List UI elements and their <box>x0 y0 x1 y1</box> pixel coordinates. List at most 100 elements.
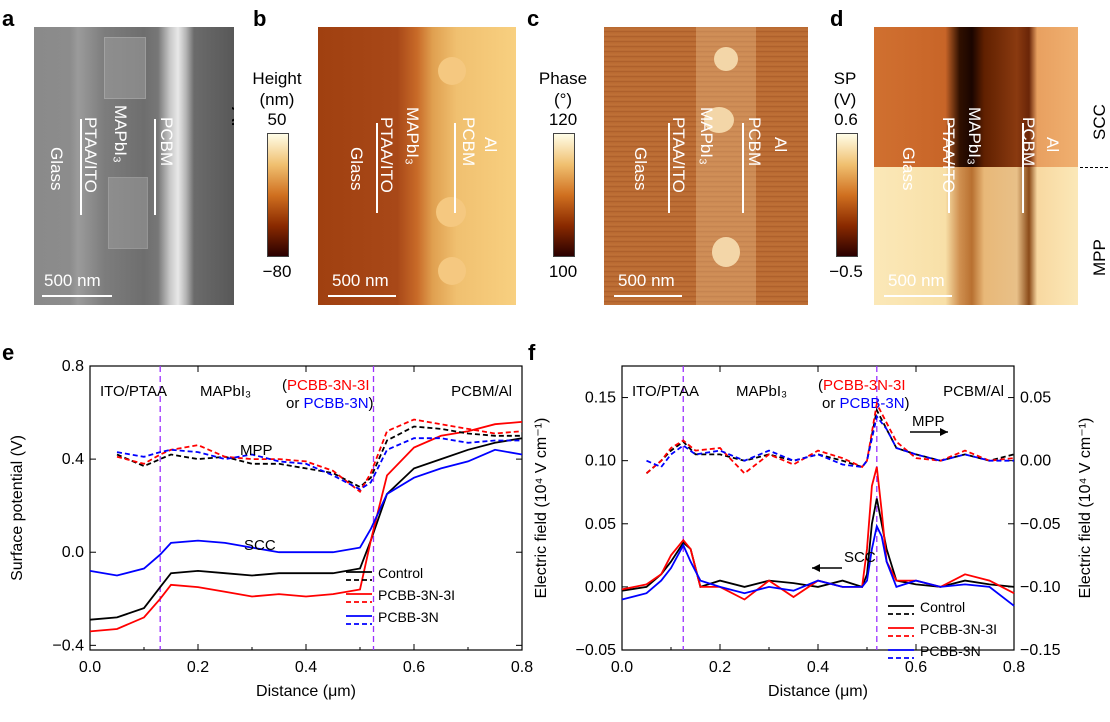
layer-label-ptaa-ito: PTAA/ITO <box>377 117 396 193</box>
colorbar-max: 120 <box>548 110 578 129</box>
legend-label: PCBB-3N <box>920 643 981 659</box>
interlayer-label-part: or <box>822 395 840 412</box>
y-tick-label: 0.8 <box>62 358 84 375</box>
layer-label-al: Al <box>227 107 234 127</box>
colorbar-min: −80 <box>262 262 292 281</box>
region-label-mapbi3: MAPbI₃ <box>736 383 787 400</box>
legend-label: PCBB-3N <box>378 609 439 625</box>
x-axis-label: Distance (μm) <box>768 683 868 700</box>
interlayer-label-part: ) <box>369 395 374 412</box>
panel-letter-f: f <box>528 340 536 365</box>
annotation-scc: SCC <box>844 549 876 566</box>
series-line <box>645 401 1015 475</box>
scale-bar <box>884 295 952 297</box>
scale-bar-label: 500 nm <box>888 271 945 290</box>
scale-bar-label: 500 nm <box>618 271 675 290</box>
arrow-head <box>940 428 948 436</box>
layer-label-mapbi3: MAPbI₃ <box>111 105 130 163</box>
series-line <box>116 418 523 494</box>
x-tick-label: 0.8 <box>1003 659 1025 676</box>
legend-label: PCBB-3N-3I <box>378 587 455 603</box>
interlayer-label-line2: or PCBB-3N) <box>286 395 374 412</box>
layer-label-al: Al <box>481 137 500 153</box>
panel-letter-a: a <box>2 6 15 31</box>
interlayer-label-part: or <box>286 395 304 412</box>
interlayer-label-part: ( <box>282 377 287 394</box>
layer-label-ptaa-ito: PTAA/ITO <box>81 117 100 193</box>
scc-label: SCC <box>1090 104 1109 140</box>
x-tick-label: 0.4 <box>807 659 829 676</box>
layer-label-al: Al <box>771 137 790 153</box>
scale-bar-label: 500 nm <box>332 271 389 290</box>
layer-label-mapbi3: MAPbI₃ <box>403 107 422 165</box>
sem-image-a: Glass PTAA/ITO MAPbI₃ PCBM Al 500 nm <box>34 27 234 305</box>
interlayer-label-part: PCBB-3N <box>304 395 369 412</box>
interlayer-label-line2: or PCBB-3N) <box>822 395 910 412</box>
y-tick-label: 0.00 <box>585 579 616 596</box>
afm-phase-image-c: Glass PTAA/ITO MAPbI₃ PCBM Al 500 nm <box>604 27 808 305</box>
region-label-ito-ptaa: ITO/PTAA <box>100 383 167 400</box>
x-tick-label: 0.0 <box>79 659 101 676</box>
layer-label-mapbi3: MAPbI₃ <box>697 107 716 165</box>
panel-letter-c: c <box>527 6 540 31</box>
series-line <box>621 466 1015 601</box>
layer-label-pcbm: PCBM <box>745 117 764 167</box>
interlayer-label-line1: (PCBB-3N-3I <box>282 377 370 394</box>
layer-label-pcbm: PCBM <box>1019 117 1038 167</box>
panel-letter-e: e <box>2 340 15 365</box>
region-label-pcbm-al: PCBM/Al <box>943 383 1004 400</box>
annotation-mpp: MPP <box>240 442 273 459</box>
layer-label-glass: Glass <box>347 147 366 191</box>
y-tick-label-right: 0.05 <box>1020 390 1051 407</box>
layer-label-ptaa-ito: PTAA/ITO <box>669 117 688 193</box>
x-tick-label: 0.0 <box>611 659 633 676</box>
annotation-scc: SCC <box>244 537 276 554</box>
interlayer-label-part: ( <box>818 377 823 394</box>
colorbar-min: −0.5 <box>829 262 863 281</box>
y-axis-label-right: Electric field (10⁴ V cm⁻¹) <box>1077 418 1094 599</box>
interlayer-label-line1: (PCBB-3N-3I <box>818 377 906 394</box>
interlayer-label-part: PCBB-3N <box>840 395 905 412</box>
interlayer-label-part: PCBB-3N-3I <box>287 377 370 394</box>
afm-height-image-b: Glass PTAA/ITO MAPbI₃ PCBM Al 500 nm <box>318 27 516 305</box>
colorbar-title-sp: SP (V) <box>833 69 857 109</box>
legend-label: PCBB-3N-3I <box>920 621 997 637</box>
layer-label-al: Al <box>1043 137 1062 153</box>
y-tick-label: −0.4 <box>52 637 84 654</box>
y-tick-label: 0.4 <box>62 451 84 468</box>
scale-bar-label: 500 nm <box>44 271 101 290</box>
x-tick-label: 0.4 <box>295 659 317 676</box>
scale-bar <box>328 295 396 297</box>
y-tick-label-right: −0.05 <box>1020 516 1061 533</box>
y-tick-label: 0.0 <box>62 544 84 561</box>
series-line <box>116 437 522 491</box>
layer-label-glass: Glass <box>899 147 918 191</box>
x-tick-label: 0.2 <box>187 659 209 676</box>
colorbar-phase <box>553 133 575 257</box>
region-label-pcbm-al: PCBM/Al <box>451 383 512 400</box>
y-axis-label: Electric field (10⁴ V cm⁻¹) <box>533 418 550 599</box>
interlayer-label-part: PCBB-3N-3I <box>823 377 906 394</box>
y-tick-label-right: −0.10 <box>1020 579 1061 596</box>
x-tick-label: 0.6 <box>403 659 425 676</box>
panel-letter-d: d <box>830 6 844 31</box>
series-line <box>621 498 1015 592</box>
scale-bar <box>614 295 682 297</box>
interlayer-label-part: ) <box>905 395 910 412</box>
series-line <box>89 448 523 577</box>
colorbar-max: 50 <box>267 110 287 129</box>
series-line <box>89 437 523 621</box>
series-line <box>621 523 1015 607</box>
series-line <box>116 425 522 489</box>
x-tick-label: 0.8 <box>511 659 533 676</box>
layer-label-pcbm: PCBM <box>157 117 176 167</box>
arrow-head <box>812 564 820 572</box>
region-label-mapbi3: MAPbI₃ <box>200 383 251 400</box>
layer-label-glass: Glass <box>47 147 66 191</box>
series-line <box>646 414 1014 469</box>
x-tick-label: 0.2 <box>709 659 731 676</box>
colorbar-max: 0.6 <box>834 110 858 129</box>
chart-f-electric-field: 0.0 0.2 0.4 0.6 0.8 −0.05 0.00 0.05 0.10 0.15 −0.1… <box>533 365 1094 700</box>
y-axis-label: Surface potential (V) <box>9 435 26 581</box>
colorbar-height <box>267 133 289 257</box>
